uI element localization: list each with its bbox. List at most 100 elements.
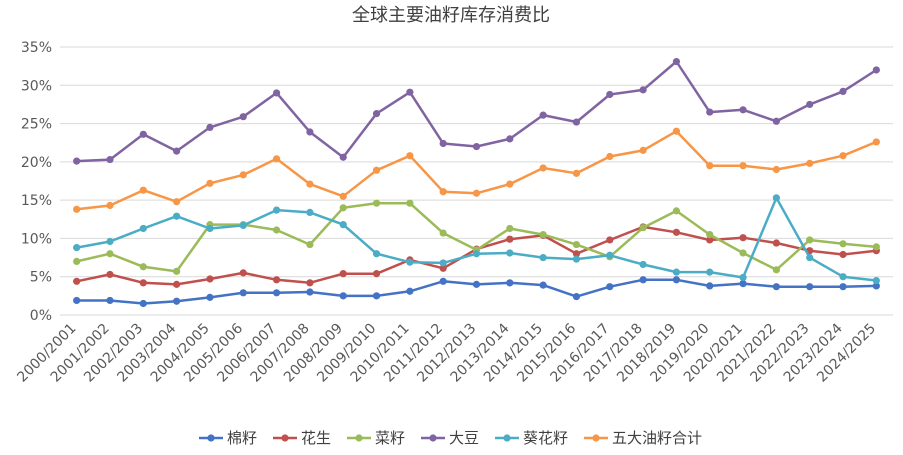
data-point — [173, 297, 181, 305]
data-point — [439, 277, 447, 285]
data-point — [806, 159, 814, 167]
data-point — [372, 166, 381, 174]
data-point — [839, 273, 847, 281]
data-point — [806, 236, 814, 244]
data-point — [272, 276, 281, 284]
data-point — [772, 266, 780, 274]
legend-marker — [503, 434, 511, 442]
legend-item: 大豆 — [421, 429, 479, 447]
data-point — [772, 165, 780, 174]
data-point — [272, 226, 281, 234]
data-point — [306, 279, 314, 287]
data-point — [139, 186, 147, 194]
legend-item: 棉籽 — [199, 429, 257, 447]
data-point — [739, 162, 747, 170]
data-point — [173, 147, 181, 155]
data-point — [106, 270, 114, 279]
data-point — [506, 249, 514, 257]
data-point — [572, 240, 581, 249]
data-point — [272, 89, 281, 97]
data-point — [739, 273, 747, 282]
data-point — [406, 258, 414, 266]
data-point — [872, 66, 880, 74]
legend-item: 葵花籽 — [495, 429, 568, 447]
data-point — [73, 244, 81, 252]
y-axis-tick-labels: 0% 5% 10% 15% 20% 25% 30% 35% — [21, 40, 52, 324]
data-point — [672, 207, 681, 215]
data-point — [572, 293, 581, 301]
legend-marker — [429, 434, 437, 442]
data-point — [806, 100, 814, 109]
data-point — [406, 88, 414, 96]
data-point — [73, 277, 81, 285]
data-point — [339, 270, 347, 278]
data-point — [539, 281, 547, 289]
legend-label: 大豆 — [449, 429, 479, 447]
y-tick-label: 15% — [21, 193, 52, 209]
data-point — [339, 192, 347, 200]
data-point — [839, 152, 847, 160]
data-point — [139, 263, 147, 271]
data-point — [639, 260, 647, 269]
data-point — [372, 110, 381, 118]
data-point — [572, 118, 581, 126]
data-point — [539, 231, 547, 239]
data-point — [73, 257, 81, 265]
data-point — [406, 152, 414, 160]
data-point — [206, 123, 214, 131]
data-point — [772, 239, 780, 247]
data-point — [506, 135, 514, 143]
data-point — [872, 243, 880, 251]
data-point — [639, 86, 647, 94]
data-point — [239, 269, 247, 277]
data-point — [672, 127, 681, 135]
y-tick-label: 0% — [30, 308, 52, 324]
data-point — [839, 250, 847, 259]
data-point — [606, 251, 614, 259]
data-point — [306, 288, 314, 296]
data-point — [372, 292, 381, 300]
data-point — [206, 224, 214, 233]
data-point — [839, 87, 847, 96]
data-point — [239, 113, 247, 121]
legend-item: 菜籽 — [347, 429, 405, 447]
y-tick-label: 35% — [21, 40, 52, 56]
legend-label: 菜籽 — [375, 429, 405, 447]
data-point — [406, 199, 414, 207]
data-point — [106, 237, 114, 246]
data-point — [372, 270, 381, 278]
data-point — [672, 57, 681, 66]
legend: 棉籽 花生 菜籽 大豆 葵花籽 五大油籽合计 — [199, 429, 702, 447]
data-point — [439, 139, 447, 148]
legend-marker — [281, 434, 289, 442]
data-point — [739, 280, 747, 288]
data-point — [806, 253, 814, 262]
grid-lines — [60, 46, 893, 316]
data-point — [306, 208, 314, 216]
data-point — [706, 231, 714, 239]
data-point — [839, 283, 847, 291]
series-group — [73, 194, 880, 285]
data-point — [339, 204, 347, 212]
data-point — [572, 255, 581, 263]
data-point — [472, 189, 481, 197]
data-point — [406, 287, 414, 295]
data-point — [772, 194, 780, 202]
data-point — [173, 198, 181, 206]
data-point — [173, 212, 181, 220]
x-axis-tick-labels: 2000/20012001/20022002/20032003/20042004… — [14, 320, 879, 385]
data-point — [106, 296, 114, 305]
data-point — [106, 250, 114, 258]
chart-title: 全球主要油籽库存消费比 — [352, 5, 550, 26]
series-line — [76, 201, 877, 273]
data-point — [173, 267, 181, 275]
data-point — [639, 276, 647, 284]
data-point — [472, 280, 481, 288]
data-point — [739, 106, 747, 114]
y-tick-label: 25% — [21, 117, 52, 133]
legend-marker — [355, 434, 363, 442]
legend-label: 葵花籽 — [523, 429, 568, 447]
data-point — [639, 224, 647, 232]
data-point — [572, 169, 581, 177]
